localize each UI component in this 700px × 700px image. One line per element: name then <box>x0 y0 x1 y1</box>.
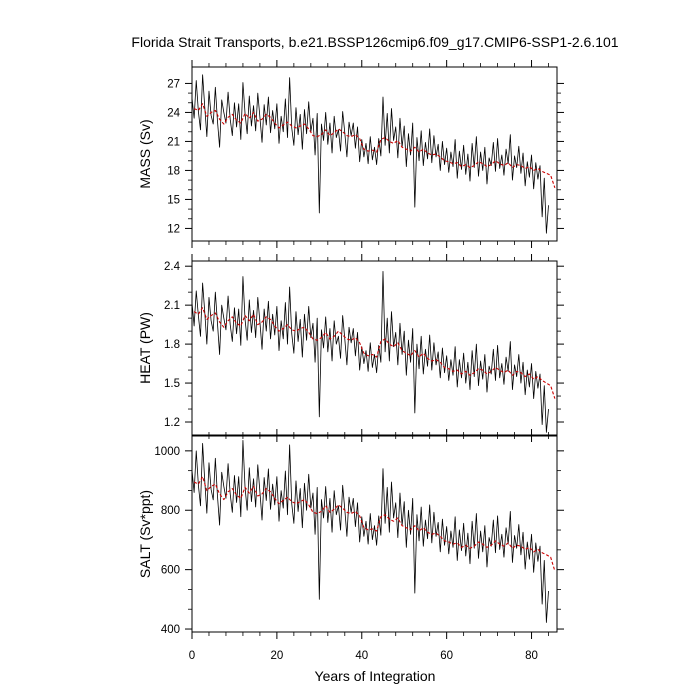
y-tick-label-heat: 1.2 <box>164 417 180 429</box>
panel-salt: 400 600 800 1000 SALT (Sv*ppt) <box>137 429 564 639</box>
y-tick-label-mass: 24 <box>167 107 180 119</box>
x-axis-title: Years of Integration <box>315 668 436 684</box>
panel-frame-salt <box>191 435 558 633</box>
y-axis-title-heat: HEAT (PW) <box>137 312 153 384</box>
y-tick-label-heat: 1.8 <box>164 339 180 351</box>
series-line-salt-annual-mean <box>193 476 556 572</box>
x-tick-label: 60 <box>440 650 453 662</box>
x-tick-label: 20 <box>270 650 283 662</box>
y-tick-label-salt: 1000 <box>154 446 180 458</box>
series-line-heat-raw-monthly <box>192 270 549 433</box>
y-tick-label-salt: 800 <box>161 505 180 517</box>
x-tick-label: 40 <box>355 650 368 662</box>
y-axis-title-salt: SALT (Sv*ppt) <box>137 490 153 578</box>
panel-heat: 1.2 1.5 1.8 2.1 2.4 HEAT (PW) <box>137 254 564 442</box>
y-tick-label-mass: 27 <box>167 78 180 90</box>
panel-frame-mass <box>191 66 558 242</box>
y-tick-label-salt: 400 <box>161 624 180 636</box>
series-line-mass-raw-monthly <box>192 74 549 234</box>
panel-frame-heat <box>191 260 558 436</box>
panel-mass: 12 15 18 21 24 27 MASS (Sv) <box>137 60 564 248</box>
y-tick-label-heat: 2.1 <box>164 300 180 312</box>
panels-group: 12 15 18 21 24 27 MASS (Sv) 1.2 1.5 1.8 2.1 2.4 HEAT… <box>137 60 564 662</box>
series-line-heat-annual-mean <box>193 307 556 399</box>
y-tick-label-mass: 15 <box>167 194 180 206</box>
y-tick-label-heat: 2.4 <box>164 261 181 273</box>
series-line-salt-raw-monthly <box>192 440 549 623</box>
x-tick-label: 80 <box>525 650 538 662</box>
x-tick-label: 0 <box>189 650 195 662</box>
y-tick-label-mass: 18 <box>167 165 180 177</box>
y-tick-label-mass: 21 <box>167 136 180 148</box>
y-tick-label-mass: 12 <box>167 223 180 235</box>
series-line-mass-annual-mean <box>193 103 556 189</box>
chart-title: Florida Strait Transports, b.e21.BSSP126… <box>131 34 618 50</box>
y-tick-label-heat: 1.5 <box>164 378 180 390</box>
y-tick-label-salt: 600 <box>161 565 180 577</box>
y-axis-title-mass: MASS (Sv) <box>137 119 153 188</box>
